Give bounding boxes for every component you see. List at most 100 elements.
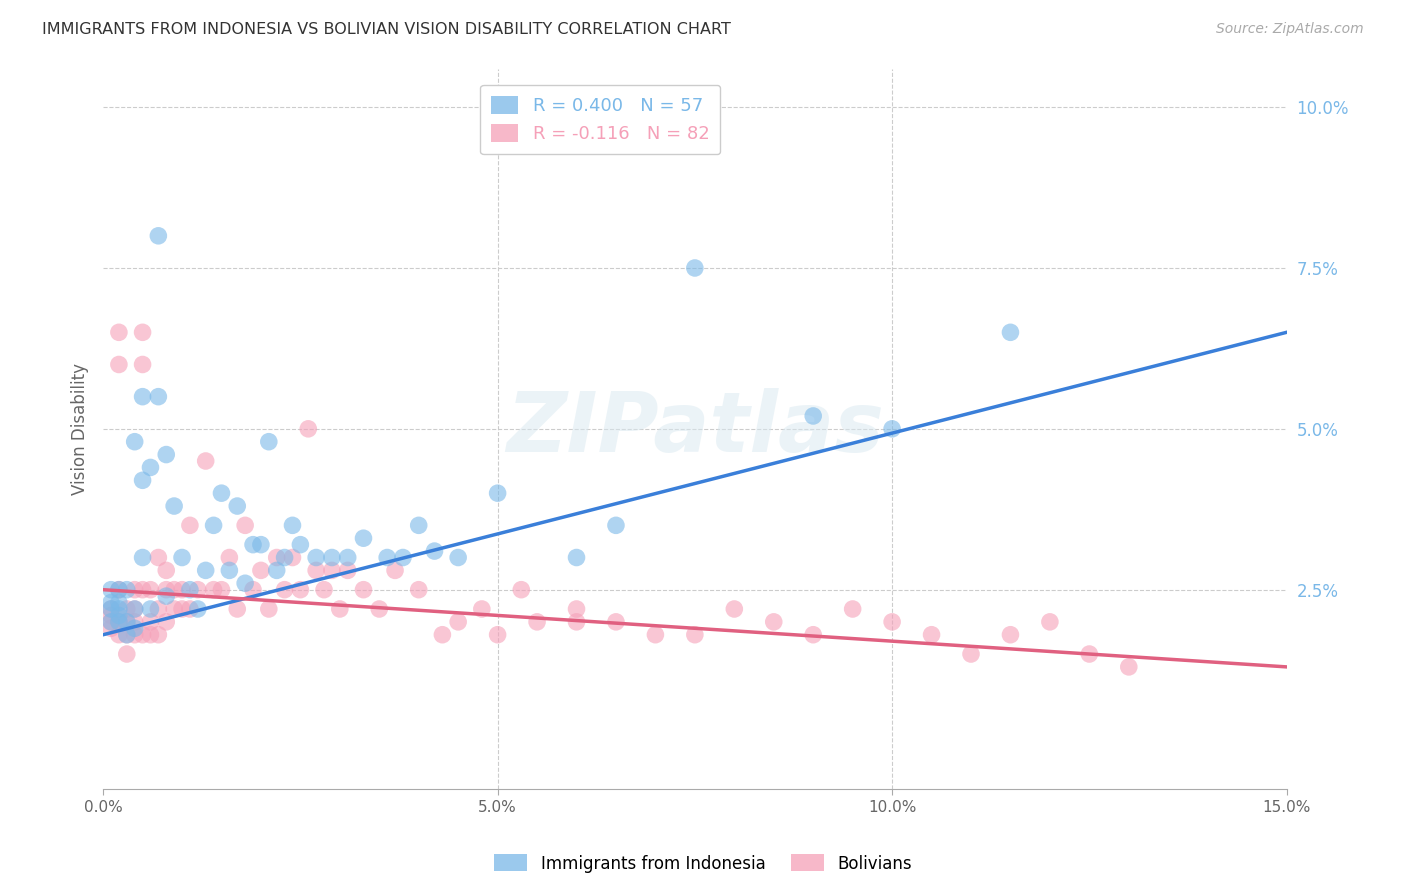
Point — [124, 615, 146, 629]
Point — [115, 615, 138, 629]
Point — [423, 544, 446, 558]
Point — [250, 563, 273, 577]
Point — [155, 582, 177, 597]
Point — [1118, 660, 1140, 674]
Point — [131, 358, 153, 372]
Point — [131, 390, 153, 404]
Point — [305, 563, 328, 577]
Point — [290, 538, 312, 552]
Point — [1000, 326, 1022, 340]
Text: Source: ZipAtlas.com: Source: ZipAtlas.com — [1216, 22, 1364, 37]
Point — [148, 550, 170, 565]
Point — [565, 602, 588, 616]
Legend: R = 0.400   N = 57, R = -0.116   N = 82: R = 0.400 N = 57, R = -0.116 N = 82 — [481, 85, 720, 154]
Point — [801, 628, 824, 642]
Point — [408, 518, 430, 533]
Point — [124, 434, 146, 449]
Point — [565, 550, 588, 565]
Point — [266, 550, 288, 565]
Point — [163, 582, 186, 597]
Point — [179, 518, 201, 533]
Point — [131, 582, 153, 597]
Point — [115, 647, 138, 661]
Point — [108, 326, 131, 340]
Point — [921, 628, 943, 642]
Point — [1000, 628, 1022, 642]
Point — [1039, 615, 1062, 629]
Point — [447, 550, 470, 565]
Point — [801, 409, 824, 423]
Point — [108, 602, 131, 616]
Point — [124, 628, 146, 642]
Point — [266, 563, 288, 577]
Point — [139, 628, 162, 642]
Point — [124, 602, 146, 616]
Point — [486, 486, 509, 500]
Point — [100, 608, 122, 623]
Point — [155, 448, 177, 462]
Point — [139, 602, 162, 616]
Point — [226, 602, 249, 616]
Point — [273, 550, 295, 565]
Point — [124, 602, 146, 616]
Point — [170, 550, 193, 565]
Point — [100, 602, 122, 616]
Point — [218, 563, 240, 577]
Point — [392, 550, 415, 565]
Point — [155, 615, 177, 629]
Point — [194, 454, 217, 468]
Point — [312, 582, 335, 597]
Point — [233, 576, 256, 591]
Point — [471, 602, 494, 616]
Point — [368, 602, 391, 616]
Point — [375, 550, 398, 565]
Point — [1078, 647, 1101, 661]
Point — [960, 647, 983, 661]
Legend: Immigrants from Indonesia, Bolivians: Immigrants from Indonesia, Bolivians — [488, 847, 918, 880]
Point — [170, 582, 193, 597]
Point — [841, 602, 863, 616]
Point — [131, 326, 153, 340]
Point — [526, 615, 548, 629]
Point — [108, 582, 131, 597]
Point — [115, 628, 138, 642]
Point — [882, 615, 904, 629]
Point — [329, 602, 352, 616]
Point — [108, 615, 131, 629]
Point — [211, 582, 233, 597]
Point — [131, 473, 153, 487]
Point — [108, 608, 131, 623]
Point — [108, 596, 131, 610]
Point — [179, 602, 201, 616]
Point — [108, 582, 131, 597]
Point — [115, 615, 138, 629]
Point — [605, 615, 627, 629]
Point — [447, 615, 470, 629]
Point — [226, 499, 249, 513]
Point — [273, 582, 295, 597]
Point — [148, 228, 170, 243]
Point — [124, 621, 146, 635]
Point — [148, 602, 170, 616]
Point — [211, 486, 233, 500]
Point — [257, 602, 280, 616]
Point — [305, 550, 328, 565]
Point — [683, 628, 706, 642]
Point — [242, 538, 264, 552]
Point — [384, 563, 406, 577]
Point — [644, 628, 666, 642]
Point — [336, 563, 359, 577]
Point — [194, 563, 217, 577]
Point — [257, 434, 280, 449]
Point — [115, 602, 138, 616]
Point — [233, 518, 256, 533]
Point — [155, 589, 177, 603]
Point — [510, 582, 533, 597]
Point — [148, 628, 170, 642]
Point — [100, 602, 122, 616]
Point — [408, 582, 430, 597]
Point — [683, 260, 706, 275]
Point — [762, 615, 785, 629]
Point — [108, 358, 131, 372]
Point — [131, 550, 153, 565]
